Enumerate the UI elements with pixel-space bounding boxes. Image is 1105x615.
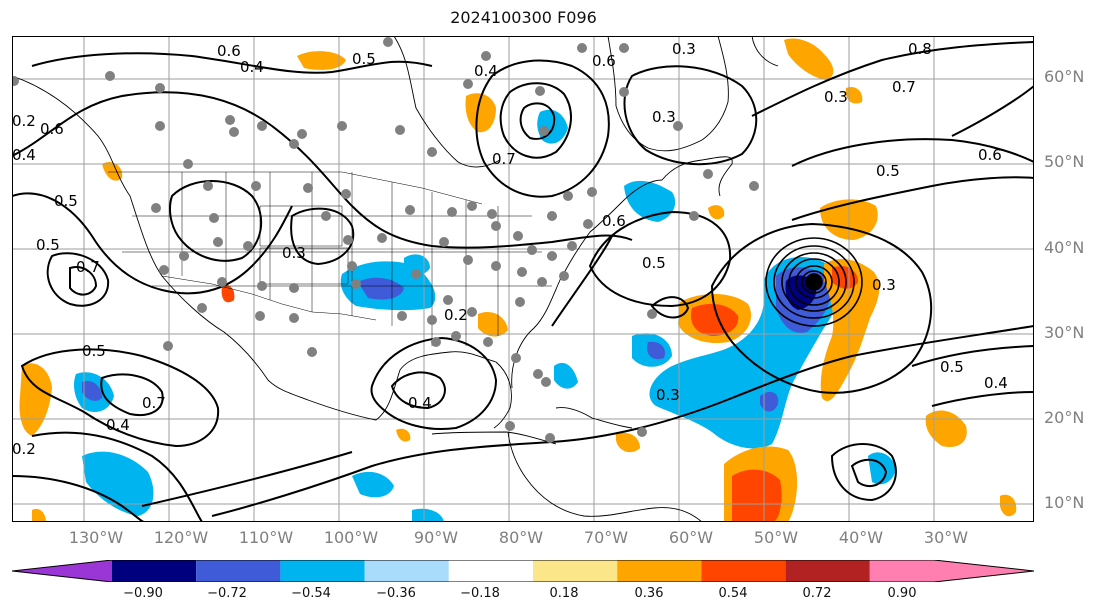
lat-label: 20°N [1044,408,1085,427]
lat-label: 50°N [1044,152,1085,171]
colorbar-tick-label: −0.72 [207,586,247,601]
contour-label: 0.3 [282,244,306,262]
contour-label: 0.7 [892,78,916,96]
contour-label: 0.3 [652,108,676,126]
contour-label: 0.6 [592,52,616,70]
contour-label: 0.3 [656,386,680,404]
contour-label: 0.5 [352,50,376,68]
colorbar-tick-label: −0.54 [291,586,331,601]
colorbar-tick-label: 0.90 [887,586,917,601]
colorbar-tick-label: 0.72 [802,586,832,601]
anomaly-shading [19,38,1017,522]
colorbar-tick-label: −0.36 [376,586,416,601]
contour-label: 0.4 [240,58,264,76]
lon-label: 40°W [838,528,884,547]
lon-label: 130°W [68,528,124,547]
lon-label: 80°W [498,528,544,547]
contour-label: 0.7 [492,150,516,168]
contour-lines [12,41,1034,522]
colorbar-swatch [785,560,870,582]
lon-label: 120°W [153,528,209,547]
colorbar-swatch [617,560,702,582]
contour-label: 0.2 [444,306,468,324]
contour-label: 0.4 [12,146,36,164]
colorbar-tick-label: 0.18 [549,586,579,601]
contour-label: 0.2 [12,112,36,130]
colorbar-swatch [364,560,449,582]
contour-label: 0.5 [82,342,106,360]
lon-label: 110°W [238,528,294,547]
colorbar-tick-label: 0.36 [634,586,664,601]
lat-label: 30°N [1044,323,1085,342]
graticule [12,36,1034,522]
colorbar-extend-high [869,560,1034,582]
contour-label: 0.5 [54,192,78,210]
lon-label: 90°W [413,528,459,547]
colorbar-extend-low [12,560,112,582]
coastlines [12,36,779,522]
lat-label: 10°N [1044,493,1085,512]
contour-label: 0.4 [408,394,432,412]
map-plot: 0.6 0.4 0.5 0.4 0.5 0.3 0.6 0.7 0.8 0.7 … [12,36,1034,522]
contour-label: 0.5 [36,236,60,254]
contour-label: 0.4 [106,416,130,434]
contour-label: 0.7 [76,258,100,276]
station-markers [12,37,759,443]
colorbar-swatch [280,560,365,582]
contour-label: 0.5 [940,358,964,376]
cyclone-contours [765,237,863,327]
lon-label: 50°W [753,528,799,547]
contour-label: 0.6 [217,42,241,60]
contour-label: 0.5 [876,162,900,180]
colorbar-swatch [448,560,533,582]
lon-label: 30°W [923,528,969,547]
colorbar-swatch [533,560,618,582]
colorbar [12,560,1034,582]
colorbar-swatch [701,560,786,582]
colorbar-tick-label: −0.18 [460,586,500,601]
lat-label: 60°N [1044,67,1085,86]
contour-label: 0.8 [908,40,932,58]
contour-label: 0.3 [824,88,848,106]
contour-label: 0.3 [872,276,896,294]
contour-label: 0.7 [142,394,166,412]
lon-label: 100°W [323,528,379,547]
map-title: 2024100300 F096 [450,8,597,27]
contour-label: 0.5 [642,254,666,272]
contour-labels: 0.6 0.4 0.5 0.4 0.5 0.3 0.6 0.7 0.8 0.7 … [12,40,1008,458]
contour-label: 0.3 [672,40,696,58]
colorbar-swatch [112,560,197,582]
contour-label: 0.6 [40,120,64,138]
contour-label: 0.6 [978,146,1002,164]
contour-label: 0.2 [12,440,36,458]
lat-label: 40°N [1044,238,1085,257]
colorbar-tick-label: −0.90 [123,586,163,601]
contour-label: 0.4 [474,62,498,80]
contour-label: 0.4 [984,374,1008,392]
colorbar-tick-label: 0.54 [718,586,748,601]
lon-label: 60°W [668,528,714,547]
colorbar-swatch [196,560,281,582]
plot-frame [12,36,1034,522]
contour-label: 0.6 [602,212,626,230]
lon-label: 70°W [583,528,629,547]
